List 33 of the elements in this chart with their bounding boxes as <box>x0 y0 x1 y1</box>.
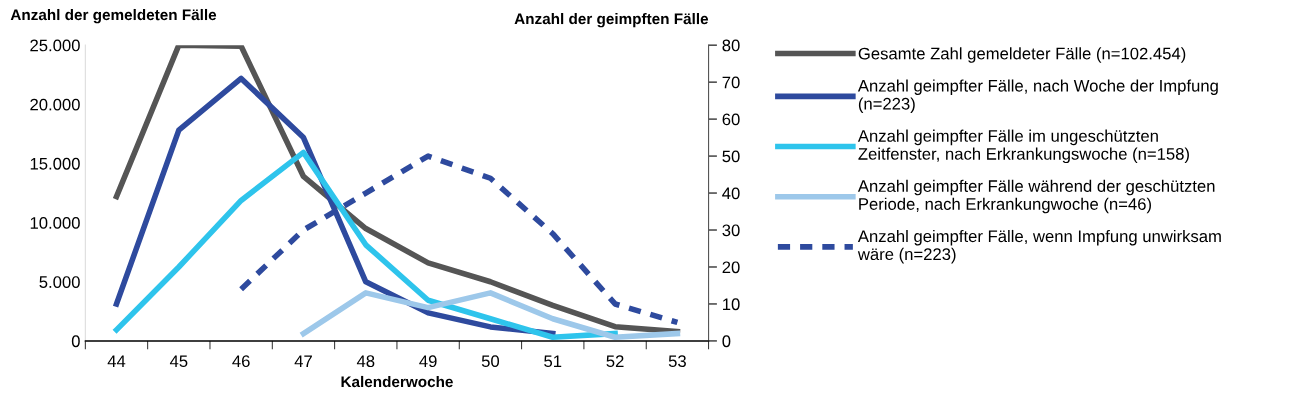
y2-tick-label: 30 <box>722 224 740 237</box>
x-tick-label: 48 <box>356 355 375 368</box>
y-tick-label: 5.000 <box>39 276 80 288</box>
x-tick-label: 44 <box>107 355 126 367</box>
x-tick-label: 47 <box>294 355 312 367</box>
x-tick-label: 53 <box>668 355 686 368</box>
y2-tick-label: 70 <box>722 76 740 89</box>
y-tick-label: 25.000 <box>30 39 80 52</box>
x-tick-label: 51 <box>544 355 562 368</box>
y-tick-label: 15.000 <box>30 157 80 170</box>
y-tick-label: 20.000 <box>30 98 80 111</box>
x-tick-label: 50 <box>481 355 500 368</box>
y-tick-label: 10.000 <box>30 217 80 229</box>
x-tick-label: 49 <box>419 355 437 368</box>
x-tick-label: 46 <box>232 355 250 368</box>
y2-tick-label: 50 <box>722 150 740 163</box>
y2-axis-title: Anzahl der geimpften Fälle <box>514 13 709 28</box>
y2-tick-label: 40 <box>722 187 740 200</box>
x-tick-label: 52 <box>606 355 624 368</box>
x-axis-title: Kalenderwoche <box>341 375 453 388</box>
legend-label: Anzahl geimpfter Fälle, nach Woche der Impfung (n=223) <box>857 79 1218 113</box>
y2-tick-label: 80 <box>722 39 740 52</box>
y2-tick-label: 60 <box>722 113 740 126</box>
legend-label: Anzahl geimpfter Fälle, wenn Impfung unwirksam wäre (n=223) <box>857 229 1221 264</box>
y2-tick-label: 0 <box>722 335 731 348</box>
legend-label: Gesamte Zahl gemeldeter Fälle (n=102.454) <box>858 47 1186 63</box>
legend-label: Anzahl geimpfter Fälle im ungeschützten Zeitfenster, nach Erkrankungswoche (n=158) <box>857 129 1189 164</box>
y-tick-label: 0 <box>71 335 80 348</box>
x-tick-label: 45 <box>169 355 188 368</box>
y-axis-title: Anzahl der gemeldeten Fälle <box>10 8 217 24</box>
y2-tick-label: 20 <box>722 261 740 274</box>
legend-label: Anzahl geimpfter Fälle während der geschützten Periode, nach Erkrankungwoche (n=46) <box>857 179 1215 214</box>
y2-tick-label: 10 <box>723 298 740 311</box>
